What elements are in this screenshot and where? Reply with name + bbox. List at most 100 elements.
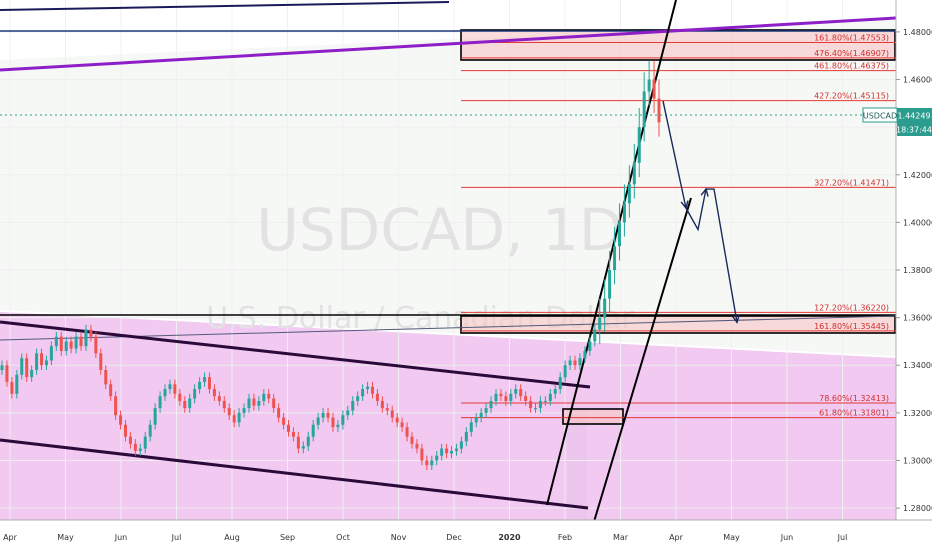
candle-body xyxy=(193,389,197,399)
fib-label: 327.20%(1.41471) xyxy=(814,178,889,187)
candle-body xyxy=(109,384,113,397)
candle-body xyxy=(464,431,468,442)
candle-body xyxy=(529,400,533,409)
candle-body xyxy=(252,398,256,406)
candle-body xyxy=(89,329,93,337)
candle-body xyxy=(267,393,271,399)
candle-body xyxy=(400,422,404,428)
x-tick-label: Aug xyxy=(224,533,240,542)
candle-body xyxy=(99,353,103,370)
candle-body xyxy=(534,408,538,410)
candle-body xyxy=(425,460,429,466)
candle-body xyxy=(657,98,661,123)
candle-body xyxy=(331,417,335,428)
candle-body xyxy=(642,91,646,128)
candle-body xyxy=(454,448,458,451)
x-tick-label: Dec xyxy=(446,533,461,542)
steep-channel-right[interactable] xyxy=(592,197,692,526)
candle-body xyxy=(163,389,167,397)
candle-body xyxy=(474,417,478,423)
candle-body xyxy=(519,389,523,397)
candle-body xyxy=(445,448,449,454)
candle-body xyxy=(138,448,142,451)
y-tick-label: 1.40000 xyxy=(903,218,932,227)
x-tick-label: Jul xyxy=(837,533,848,542)
candle-body xyxy=(291,431,295,437)
candle-body xyxy=(123,424,127,437)
candle-body xyxy=(613,246,617,270)
watermark-symbol: USDCAD, 1D xyxy=(256,196,623,264)
candle-body xyxy=(242,408,246,413)
arrowhead xyxy=(700,187,709,197)
candle-body xyxy=(420,448,424,461)
candle-body xyxy=(543,400,547,402)
candle-body xyxy=(222,400,226,409)
x-tick-label: Jun xyxy=(114,533,128,542)
candle-body xyxy=(306,436,310,447)
candle-body xyxy=(262,393,266,401)
candle-body xyxy=(346,410,350,416)
candle-body xyxy=(79,336,83,347)
fib-label: 161.80%(1.35445) xyxy=(814,322,889,331)
candle-body xyxy=(25,358,29,378)
candle-body xyxy=(287,424,291,432)
time-axis-ticks: Apr May Jun Jul Aug Sep Oct Nov Dec 2020 Feb Mar Apr… xyxy=(3,533,847,542)
candle-body xyxy=(563,365,567,378)
x-tick-label: Nov xyxy=(391,533,407,542)
fib-label: 476.40%(1.46907) xyxy=(814,49,889,58)
chart-grid xyxy=(0,0,896,520)
candle-body xyxy=(311,424,315,437)
candle-body xyxy=(15,374,19,394)
y-tick-label: 1.28000 xyxy=(903,504,932,513)
candle-body xyxy=(44,360,48,366)
top-trendline-dark[interactable] xyxy=(0,1,450,11)
countdown-timer: 18:37:44 xyxy=(896,126,932,135)
candle-body xyxy=(450,450,454,454)
candle-body xyxy=(316,417,320,425)
thin-trendline[interactable] xyxy=(0,315,897,341)
candle-body xyxy=(69,341,73,349)
candle-body xyxy=(104,370,108,385)
x-tick-label: May xyxy=(723,533,740,542)
candle-body xyxy=(375,393,379,401)
candle-body xyxy=(296,436,300,449)
candle-body xyxy=(54,336,58,347)
channel-upper-line[interactable] xyxy=(0,320,591,389)
price-axis[interactable] xyxy=(896,0,932,520)
fib-levels: 161.80%(1.47553) 476.40%(1.46907) 461.80%(… xyxy=(461,34,896,419)
candle-body xyxy=(598,317,602,330)
candle-body xyxy=(410,436,414,444)
candle-body xyxy=(40,353,44,366)
channel-lower-line[interactable] xyxy=(0,438,589,510)
purple-trendline[interactable] xyxy=(0,16,897,72)
candle-body xyxy=(168,384,172,390)
candle-body xyxy=(366,386,370,390)
projection-arrows[interactable] xyxy=(662,100,738,323)
candle-body xyxy=(272,398,276,409)
candle-body xyxy=(484,408,488,413)
candle-body xyxy=(459,441,463,449)
y-tick-label: 1.46000 xyxy=(903,76,932,85)
candle-body xyxy=(494,393,498,401)
candle-body xyxy=(158,396,162,409)
y-tick-label: 1.32000 xyxy=(903,409,932,418)
candle-body xyxy=(479,412,483,418)
time-axis[interactable] xyxy=(0,520,932,550)
candle-body xyxy=(553,389,557,394)
candle-body xyxy=(232,415,236,423)
candle-body xyxy=(627,184,631,204)
candle-body xyxy=(469,422,473,432)
candle-body xyxy=(489,400,493,409)
candle-body xyxy=(227,408,231,416)
candle-body xyxy=(282,417,286,425)
candle-body xyxy=(588,341,592,351)
x-tick-label: May xyxy=(57,533,74,542)
candle-body xyxy=(64,341,68,351)
fib-label: 461.80%(1.46375) xyxy=(814,62,889,71)
candle-body xyxy=(326,412,330,418)
candle-body xyxy=(49,346,53,361)
y-tick-label: 1.36000 xyxy=(903,314,932,323)
candle-body xyxy=(59,336,63,351)
